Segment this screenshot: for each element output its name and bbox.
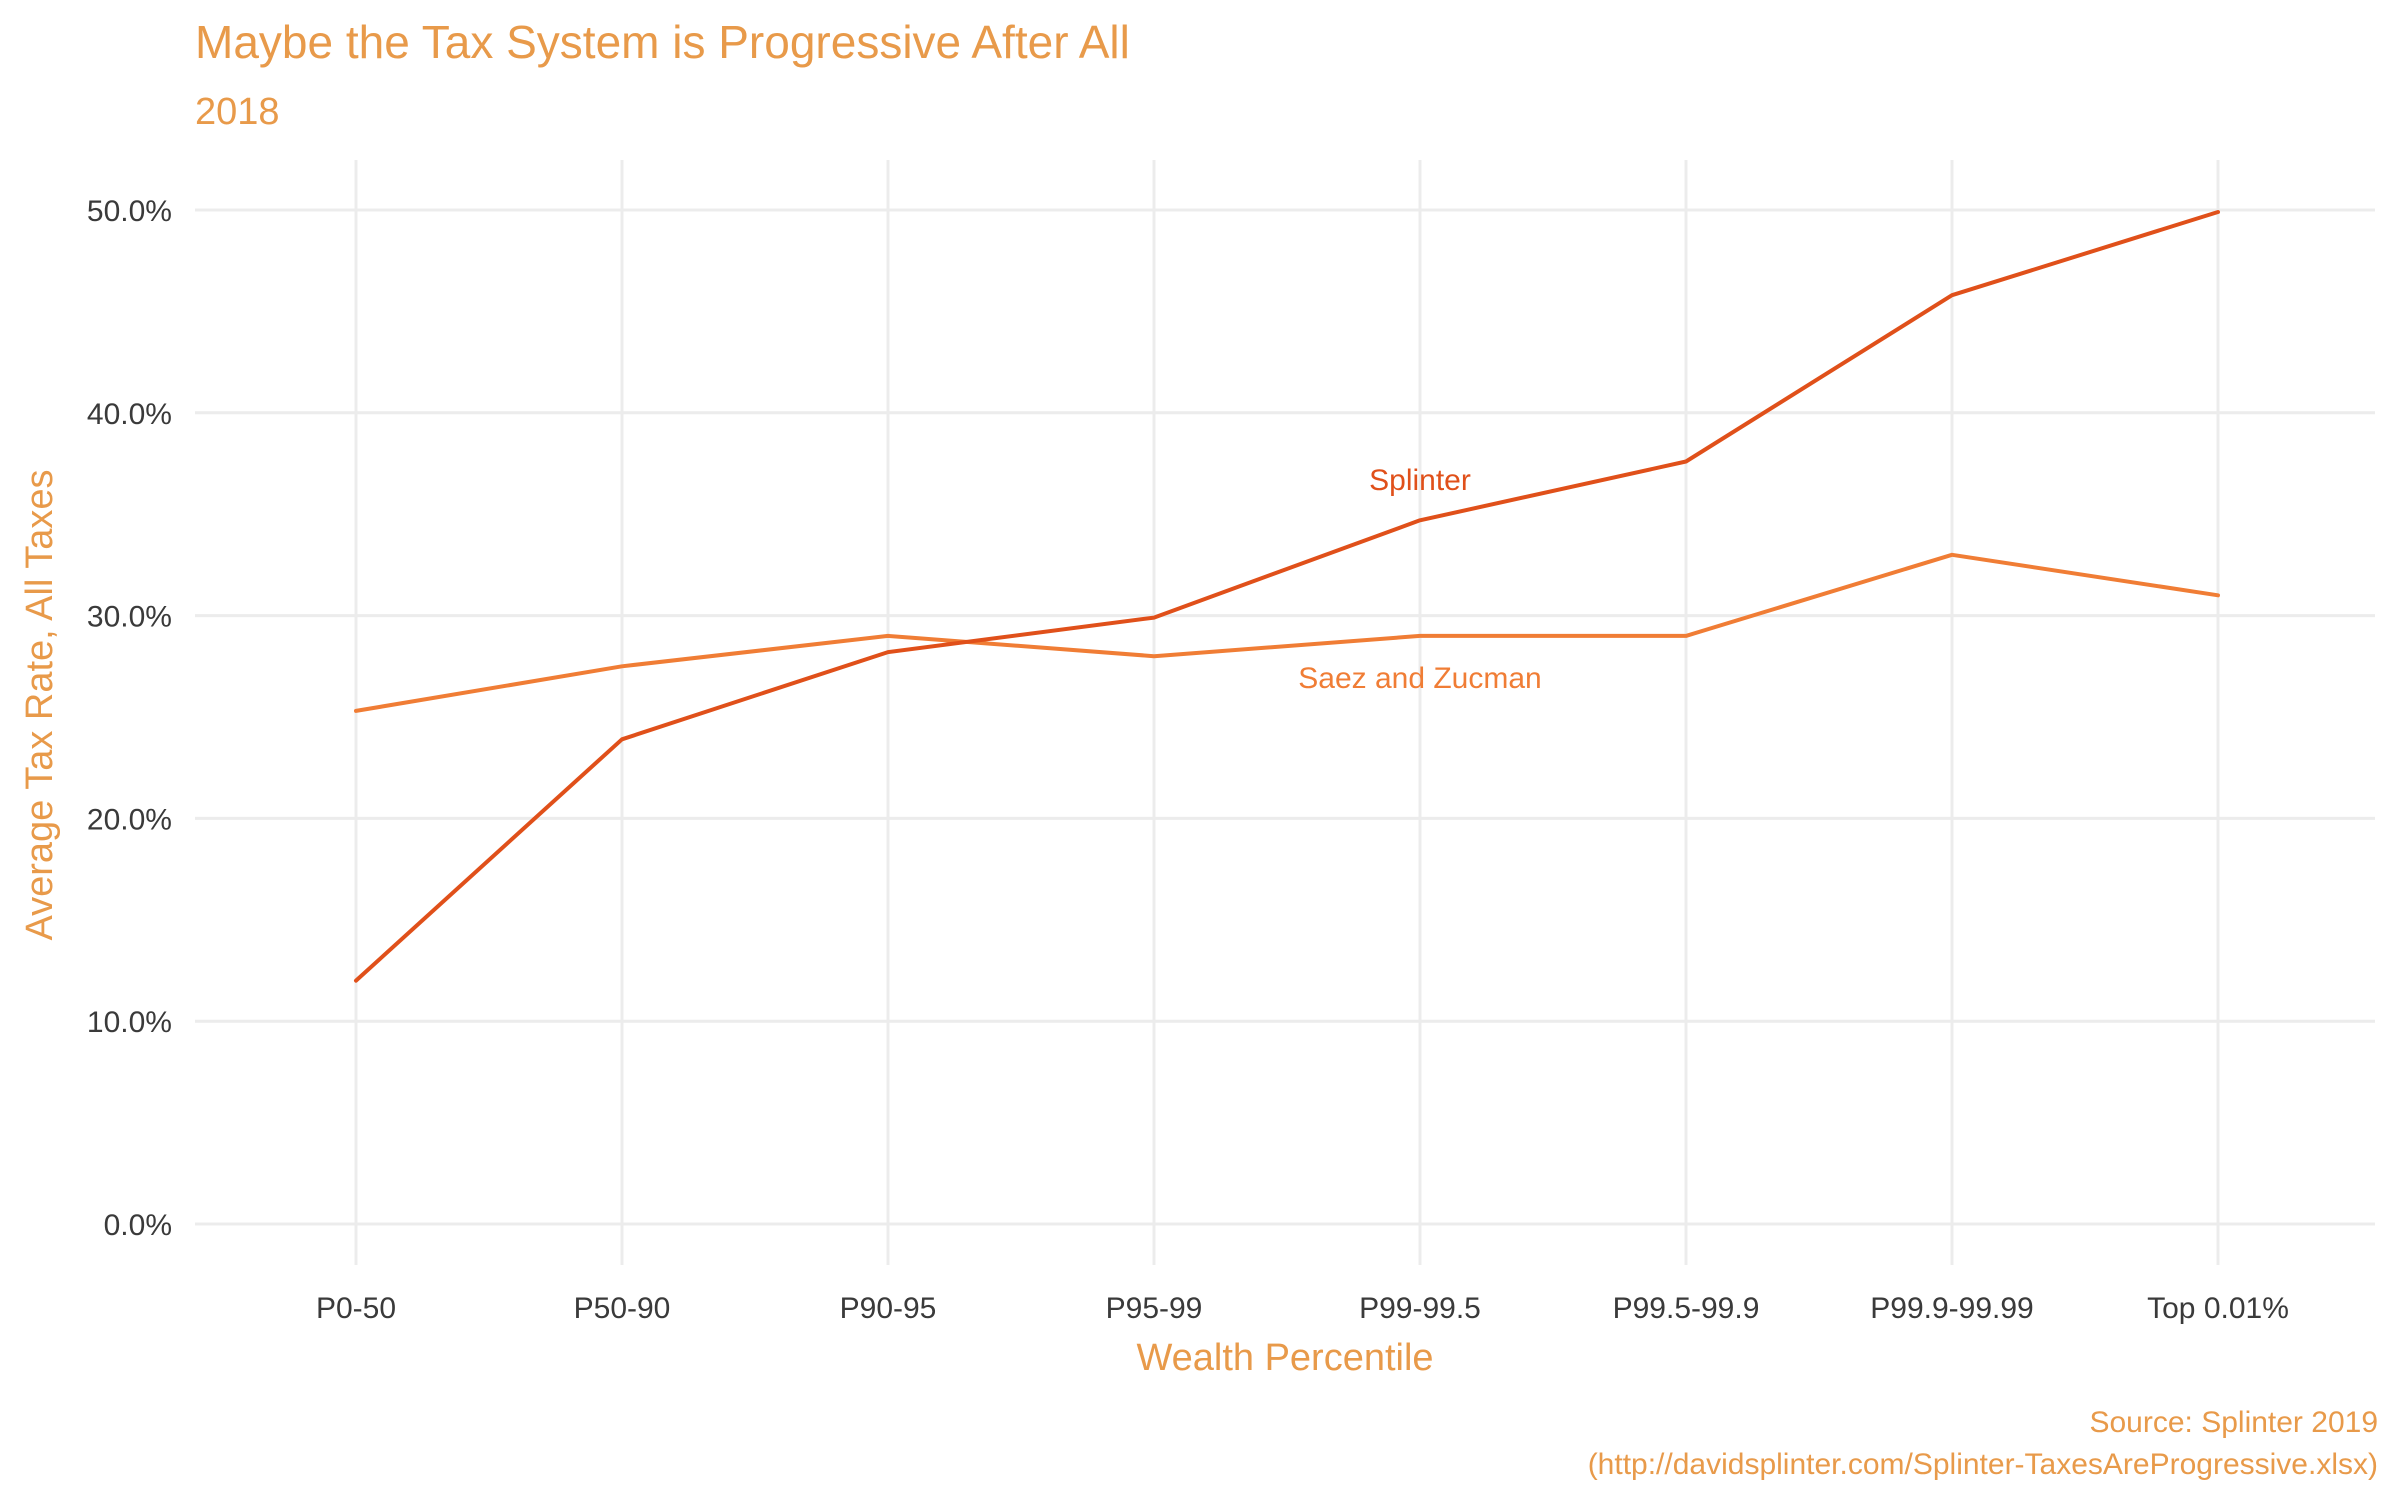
y-axis-title: Average Tax Rate, All Taxes xyxy=(19,469,61,940)
grid xyxy=(195,160,2375,1265)
y-tick-label: 0.0% xyxy=(104,1209,172,1242)
x-tick-label: P95-99 xyxy=(1106,1292,1203,1325)
x-axis-title: Wealth Percentile xyxy=(1136,1337,1433,1379)
y-tick-label: 10.0% xyxy=(87,1006,172,1039)
series-label-splinter: Splinter xyxy=(1369,464,1471,497)
series-lines xyxy=(354,210,2220,983)
x-tick-label: P99.9-99.99 xyxy=(1870,1292,2033,1325)
y-tick-label: 30.0% xyxy=(87,601,172,634)
x-tick-label: P50-90 xyxy=(574,1292,671,1325)
chart-title: Maybe the Tax System is Progressive Afte… xyxy=(195,16,1130,68)
x-tick-label: P99.5-99.9 xyxy=(1613,1292,1760,1325)
series-label-saez-zucman: Saez and Zucman xyxy=(1298,662,1541,695)
caption-url: (http://davidsplinter.com/Splinter-Taxes… xyxy=(1588,1448,2378,1481)
x-axis-ticks: P0-50 P50-90 P90-95 P95-99 P99-99.5 P99.5-99.… xyxy=(316,1292,2289,1325)
x-tick-label: Top 0.01% xyxy=(2147,1292,2289,1325)
series-line-splinter xyxy=(354,210,2220,983)
chart-subtitle: 2018 xyxy=(195,91,280,133)
x-tick-label: P99-99.5 xyxy=(1359,1292,1481,1325)
caption-source: Source: Splinter 2019 xyxy=(2089,1406,2378,1439)
y-axis-ticks: 0.0% 10.0% 20.0% 30.0% 40.0% 50.0% xyxy=(87,195,172,1242)
y-tick-label: 50.0% xyxy=(87,195,172,228)
x-tick-label: P0-50 xyxy=(316,1292,396,1325)
y-tick-label: 40.0% xyxy=(87,398,172,431)
y-tick-label: 20.0% xyxy=(87,803,172,836)
series-line-saez-and-zucman xyxy=(354,552,2220,713)
x-tick-label: P90-95 xyxy=(840,1292,937,1325)
